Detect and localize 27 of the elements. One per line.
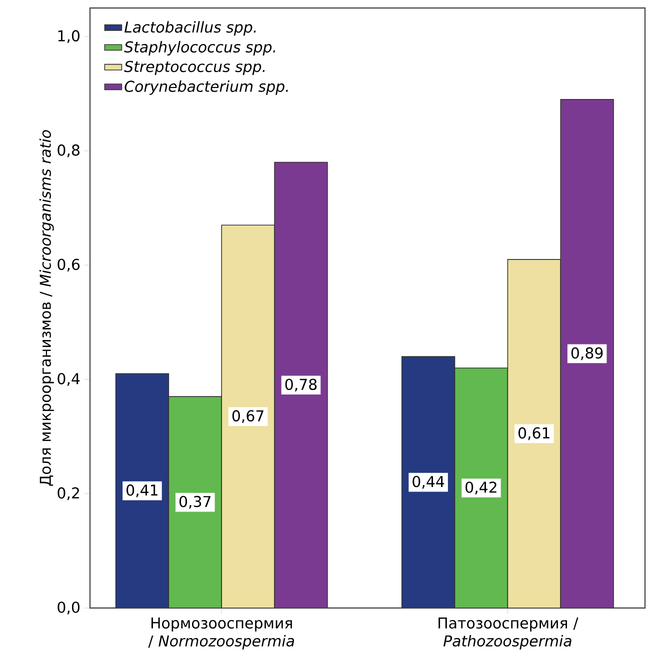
bar: [401, 356, 456, 608]
x-tick-label: Нормозооспермия / Normozoospermia: [148, 618, 294, 650]
y-tick-label: 0,2: [58, 487, 79, 500]
data-label: 0,41: [126, 484, 158, 498]
y-tick-label: 0,0: [58, 602, 80, 614]
y-tick-label: 0,6: [58, 258, 80, 272]
bar: [115, 373, 170, 608]
bar: [221, 224, 275, 608]
bar: [507, 259, 561, 608]
x-tick-label: Патозооспермия / Pathozoospermia: [438, 618, 578, 650]
y-tick-label: 0,4: [58, 373, 80, 386]
legend-label: Staphylococcus spp.: [124, 41, 276, 56]
data-label: 0,78: [285, 378, 317, 392]
legend-label: Streptococcus spp.: [124, 60, 265, 76]
data-label: 0,67: [232, 410, 264, 423]
bar: [168, 396, 222, 608]
y-axis-title: Доля микроорганизмов / Microorganisms ratio: [39, 130, 54, 486]
data-label: 0,44: [412, 476, 444, 489]
legend-label: Lactobacillus spp.: [124, 21, 256, 36]
legend-label: Corynebacterium spp.: [124, 80, 288, 95]
data-label: 0,61: [518, 427, 550, 440]
bar: [454, 368, 508, 608]
data-label: 0,37: [179, 496, 210, 509]
data-label: 0,89: [571, 347, 603, 360]
data-label: 0,42: [466, 482, 496, 494]
y-tick-label: 1,0: [58, 30, 80, 43]
y-tick-label: 0,8: [58, 144, 80, 158]
